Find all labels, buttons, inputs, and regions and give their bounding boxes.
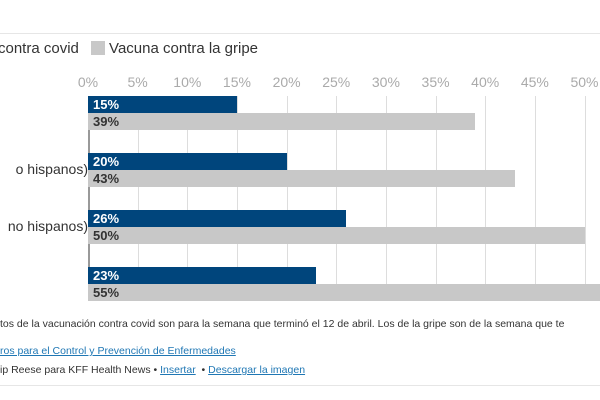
x-tick-label: 45% — [520, 74, 549, 90]
x-tick-label: 35% — [421, 74, 450, 90]
data-label: 20% — [93, 154, 120, 169]
chart-notes: tos de la vacunación contra covid son pa… — [0, 318, 600, 377]
legend-label: Vacuna contra la gripe — [109, 40, 259, 57]
legend-flu: Vacuna contra la gripe — [91, 40, 258, 57]
gridline — [286, 96, 288, 301]
x-tick-label: 15% — [222, 74, 251, 90]
x-tick-label: 5% — [127, 74, 148, 90]
legend: contra covid Vacuna contra la gripe — [0, 40, 266, 57]
data-label: 50% — [93, 228, 120, 243]
legend-covid: contra covid — [0, 40, 79, 57]
gridline — [236, 96, 238, 301]
legend-label: contra covid — [0, 40, 79, 57]
data-label: 26% — [93, 211, 120, 226]
separator: • — [201, 364, 206, 376]
data-label: 43% — [93, 171, 120, 186]
gridline — [137, 96, 139, 301]
x-tick-label: 40% — [471, 74, 500, 90]
data-label: 39% — [93, 114, 120, 129]
bar-chart: 0% 5% 10% 15% 20% 25% 30% 35% 40% 45% 50% 15% 39% o h… — [7, 74, 600, 301]
x-tick-label: 50% — [570, 74, 599, 90]
gridline — [485, 96, 487, 301]
bar-covid: 26% — [88, 210, 347, 227]
bar-flu: 43% — [88, 170, 515, 187]
x-tick-label: 25% — [322, 74, 351, 90]
note-text: tos de la vacunación contra covid son pa… — [0, 318, 565, 330]
gridline — [187, 96, 189, 301]
bottom-divider — [0, 385, 600, 386]
bar-covid: 15% — [88, 96, 237, 113]
gridline — [534, 96, 536, 301]
x-tick-label: 0% — [77, 74, 99, 90]
x-tick-label: 20% — [272, 74, 301, 90]
bar-covid: 23% — [88, 267, 317, 284]
y-axis-line — [88, 96, 90, 301]
category-label: no hispanos) — [7, 218, 88, 234]
download-link[interactable]: Descargar la imagen — [208, 364, 306, 376]
gridline — [385, 96, 387, 301]
embed-link[interactable]: Insertar — [160, 364, 196, 376]
bar-flu: 50% — [88, 227, 585, 244]
bar-covid: 20% — [88, 153, 287, 170]
x-tick-label: 30% — [371, 74, 400, 90]
top-divider — [0, 33, 600, 34]
data-label: 15% — [93, 97, 120, 112]
gridline — [584, 96, 586, 301]
data-label: 55% — [93, 285, 120, 300]
legend-swatch-flu — [91, 41, 106, 55]
x-tick-label: 10% — [173, 74, 202, 90]
source-link[interactable]: ros para el Control y Prevención de Enfe… — [0, 345, 236, 357]
gridline — [435, 96, 437, 301]
category-label: o hispanos) — [15, 161, 88, 177]
data-label: 23% — [93, 268, 120, 283]
bar-flu: 39% — [88, 113, 476, 130]
credit-text: ip Reese para KFF Health News • — [0, 364, 158, 376]
gridline — [336, 96, 338, 301]
bar-flu: 55% — [88, 284, 600, 301]
